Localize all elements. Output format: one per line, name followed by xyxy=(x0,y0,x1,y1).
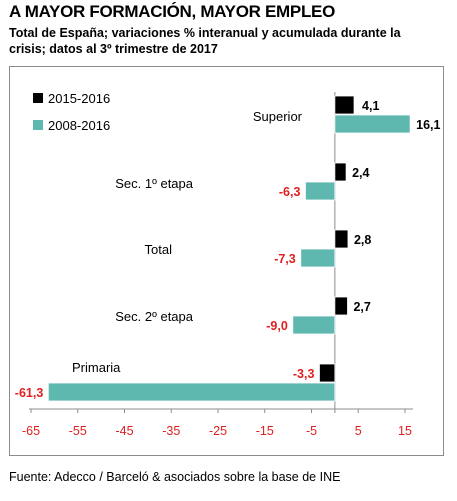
value-label: 4,1 xyxy=(362,99,379,113)
x-tick-label: 5 xyxy=(355,424,362,438)
chart-title: A MAYOR FORMACIÓN, MAYOR EMPLEO xyxy=(9,2,336,21)
chart-subtitle: Total de España; variaciones % interanua… xyxy=(9,26,401,56)
value-label: 2,4 xyxy=(352,166,369,180)
legend-swatch xyxy=(33,93,43,103)
category-label: Sec. 2º etapa xyxy=(115,309,194,324)
x-tick-label: -45 xyxy=(115,424,133,438)
bar-recent xyxy=(334,229,349,249)
bar-cumulative xyxy=(300,248,336,268)
source-note: Fuente: Adecco / Barceló & asociados sob… xyxy=(9,470,341,484)
legend-swatch xyxy=(33,120,43,130)
bar-recent xyxy=(334,162,347,182)
bar-cumulative xyxy=(292,315,336,335)
chart-frame xyxy=(9,66,444,456)
bar-recent xyxy=(319,363,336,383)
bar-cumulative xyxy=(305,181,336,201)
value-label: -6,3 xyxy=(279,185,301,199)
legend-label: 2015-2016 xyxy=(48,91,110,106)
bar-recent xyxy=(334,296,348,316)
value-label: -7,3 xyxy=(274,252,296,266)
x-tick-label: -35 xyxy=(162,424,180,438)
value-label: -3,3 xyxy=(293,367,315,381)
x-tick-label: -15 xyxy=(256,424,274,438)
category-label: Primaria xyxy=(72,360,121,375)
legend-label: 2008-2016 xyxy=(48,118,110,133)
x-tick-label: 15 xyxy=(398,424,412,438)
category-label: Sec. 1º etapa xyxy=(115,176,194,191)
x-tick-label: -5 xyxy=(306,424,317,438)
value-label: -61,3 xyxy=(15,386,44,400)
value-label: 2,7 xyxy=(353,300,370,314)
bar-cumulative xyxy=(334,114,411,134)
x-tick-label: -55 xyxy=(69,424,87,438)
x-tick-label: -25 xyxy=(209,424,227,438)
value-label: 2,8 xyxy=(354,233,371,247)
bar-recent xyxy=(334,95,355,115)
category-label: Total xyxy=(145,242,173,257)
value-label: -9,0 xyxy=(266,319,288,333)
category-label: Superior xyxy=(253,109,303,124)
x-tick-label: -65 xyxy=(22,424,40,438)
bar-cumulative xyxy=(47,382,336,402)
value-label: 16,1 xyxy=(416,118,440,132)
